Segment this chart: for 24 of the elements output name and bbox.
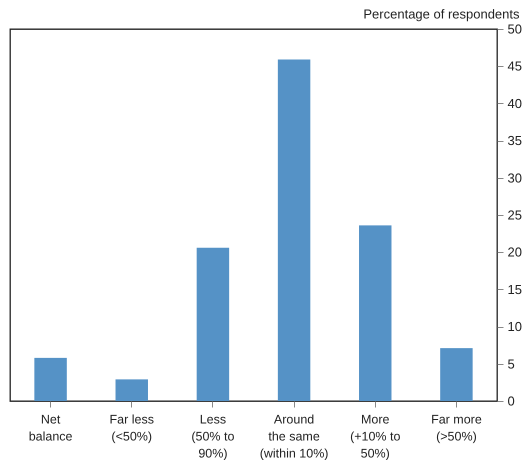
y-tick-label: 10: [508, 319, 522, 334]
y-tick-label: 15: [508, 282, 522, 297]
x-tick-label: Far more (>50%): [431, 412, 482, 444]
bar: [359, 225, 392, 401]
x-tick-label: Far less (<50%): [110, 412, 154, 444]
x-tick-label: More (+10% to 50%): [350, 412, 400, 460]
x-tick-label: Around the same (within 10%): [260, 412, 328, 460]
bar: [196, 248, 230, 401]
x-tick-label: Net balance: [28, 412, 73, 444]
y-tick-label: 35: [508, 133, 522, 148]
y-tick-label: 0: [508, 394, 515, 408]
y-axis-title: Percentage of respondents: [363, 6, 520, 22]
y-tick-label: 50: [508, 22, 522, 36]
y-tick-label: 45: [508, 58, 522, 74]
y-tick-label: 25: [508, 208, 522, 222]
y-tick-label: 5: [508, 356, 515, 372]
y-tick-label: 40: [508, 96, 522, 111]
bar: [116, 379, 148, 401]
x-tick-label: Less (50% to 90%): [191, 412, 234, 460]
y-tick-label: 30: [508, 170, 522, 186]
bar: [440, 348, 473, 401]
bar: [34, 358, 67, 401]
y-tick-label: 20: [508, 244, 522, 260]
bar: [278, 60, 310, 401]
